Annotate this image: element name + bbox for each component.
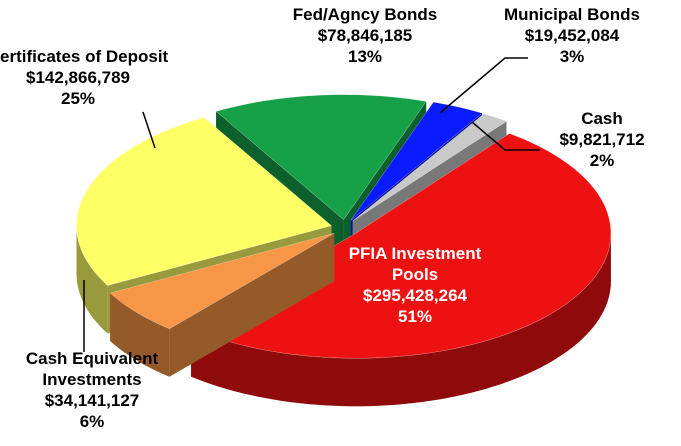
pie-slice [109, 233, 335, 329]
category-label: Fed/Agncy Bonds [292, 5, 438, 24]
pie-slice [76, 117, 333, 286]
slice-shade [76, 225, 108, 334]
category-label: Municipal Bonds [504, 5, 640, 24]
category-label: Certificates of Deposit [0, 47, 169, 66]
slice-side [191, 233, 611, 407]
slice-label: Cash Equivalent Investments $34,141,127 6% [0, 348, 187, 432]
slice-label: Cash $9,821,712 2% [507, 108, 681, 171]
slice-label: Municipal Bonds $19,452,084 3% [477, 4, 667, 67]
percent-label: 51% [397, 307, 433, 326]
percent-label: 25% [60, 89, 96, 108]
value-label: $19,452,084 [524, 26, 620, 45]
percent-label: 13% [347, 47, 383, 66]
slice-shade [110, 293, 170, 377]
value-label: $295,428,264 [363, 286, 467, 305]
value-label: $9,821,712 [559, 130, 645, 149]
slice-label: Certificates of Deposit $142,866,789 25% [0, 46, 173, 109]
slice-side [110, 293, 170, 377]
percent-label: 6% [79, 412, 105, 431]
value-label: $34,141,127 [44, 391, 140, 410]
category-label: Cash Equivalent Investments [25, 349, 159, 389]
percent-label: 2% [589, 151, 615, 170]
pie-slice [215, 94, 427, 220]
pie-slice [350, 101, 483, 221]
pie [76, 94, 612, 407]
value-label: $142,866,789 [26, 68, 130, 87]
slice-label: PFIA Investment Pools $295,428,264 51% [330, 243, 500, 327]
slice-side [76, 225, 108, 334]
leader-line [471, 121, 540, 151]
category-label: PFIA Investment Pools [348, 244, 482, 284]
category-label: Cash [581, 109, 623, 128]
slice-shade [191, 233, 611, 407]
leader-line [142, 111, 156, 149]
pie-slice [352, 113, 508, 222]
value-label: $78,846,185 [317, 26, 413, 45]
leader-line [439, 57, 528, 114]
leader-lines [83, 57, 540, 352]
slice-label: Fed/Agncy Bonds $78,846,185 13% [270, 4, 460, 67]
percent-label: 3% [559, 47, 585, 66]
